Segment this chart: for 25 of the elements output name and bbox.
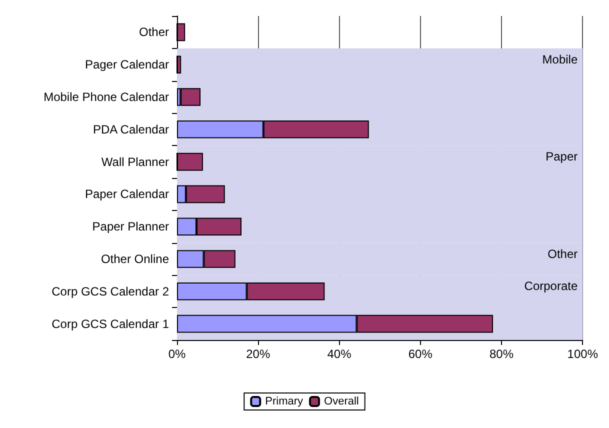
y-tick-label: Wall Planner: [101, 154, 169, 169]
x-tick-label: 40%: [327, 347, 352, 361]
band-label: Mobile: [542, 52, 578, 66]
x-tick-label: 0%: [168, 347, 186, 361]
x-tick-label: 80%: [490, 347, 514, 361]
band-label: Paper: [546, 150, 578, 164]
y-tick-label: Paper Calendar: [84, 187, 169, 202]
bar: [177, 56, 182, 74]
y-tick-label: Other: [138, 25, 169, 40]
y-tick-label: PDA Calendar: [92, 122, 169, 136]
bar: [177, 152, 203, 171]
x-tick-label: 100%: [567, 347, 598, 361]
x-tick-label: 60%: [408, 347, 433, 361]
legend-label: Primary: [265, 396, 304, 408]
legend-label: Overall: [324, 396, 359, 408]
y-tick-label: Pager Calendar: [84, 58, 169, 72]
band-label: Corporate: [524, 279, 578, 294]
bar: [180, 88, 201, 106]
y-tick-label: Paper Planner: [92, 220, 169, 234]
y-tick-label: Corp GCS Calendar 2: [52, 284, 170, 298]
band-label: Other: [548, 246, 578, 261]
y-tick-label: Mobile Phone Calendar: [44, 90, 169, 104]
x-tick-label: 20%: [246, 347, 270, 361]
y-tick-label: Corp GCS Calendar 1: [52, 316, 170, 331]
y-tick-label: Other Online: [100, 252, 170, 266]
